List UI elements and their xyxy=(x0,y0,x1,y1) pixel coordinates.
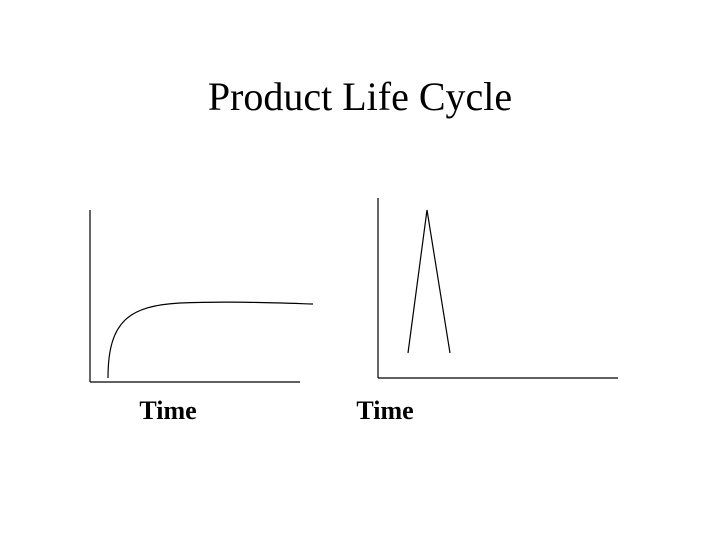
slide-title: Product Life Cycle xyxy=(208,74,512,119)
growth-curve xyxy=(107,301,314,379)
left-graph: Time xyxy=(89,210,314,425)
axis-label: Time xyxy=(139,396,196,425)
fad-spike xyxy=(407,209,451,354)
axis-label: Time xyxy=(356,396,413,425)
right-graph: Time xyxy=(356,198,618,425)
